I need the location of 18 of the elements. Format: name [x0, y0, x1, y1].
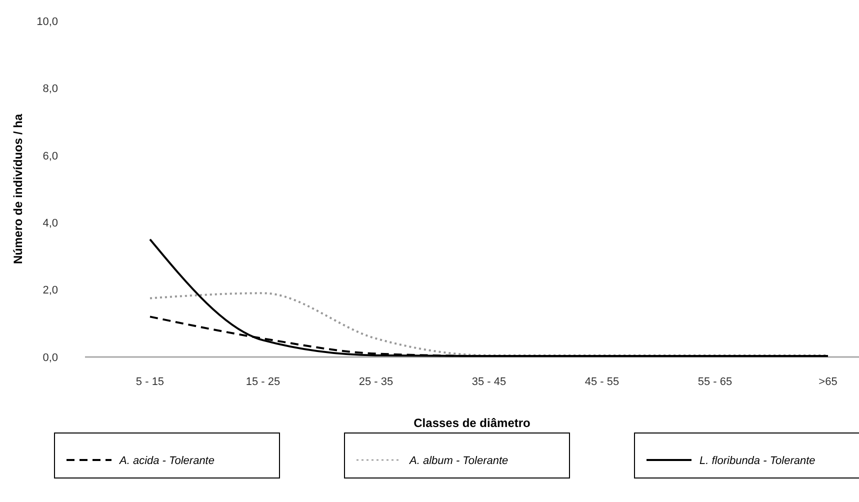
legend-label: A. acida - Tolerante [118, 455, 214, 467]
y-tick-label: 4,0 [42, 217, 58, 230]
x-tick-label: 55 - 65 [698, 376, 732, 388]
x-tick-label: 35 - 45 [472, 376, 506, 388]
y-tick-label: 10,0 [36, 16, 58, 28]
y-tick-label: 8,0 [42, 83, 58, 96]
y-tick-label: 6,0 [42, 150, 58, 162]
y-axis-title: Número de indivíduos / ha [11, 114, 25, 264]
x-tick-label: 25 - 35 [358, 376, 394, 388]
legend-label: L. floribunda - Tolerante [700, 455, 816, 467]
y-tick-label: 0,0 [42, 352, 58, 364]
x-axis-title: Classes de diâmetro [414, 416, 530, 430]
x-tick-label: 45 - 55 [584, 376, 620, 388]
legend-label: A. album - Tolerante [408, 455, 508, 467]
x-tick-label: >65 [818, 376, 838, 388]
y-tick-label: 2,0 [42, 284, 58, 297]
x-tick-label: 5 - 15 [136, 376, 164, 388]
x-tick-label: 15 - 25 [246, 376, 280, 388]
